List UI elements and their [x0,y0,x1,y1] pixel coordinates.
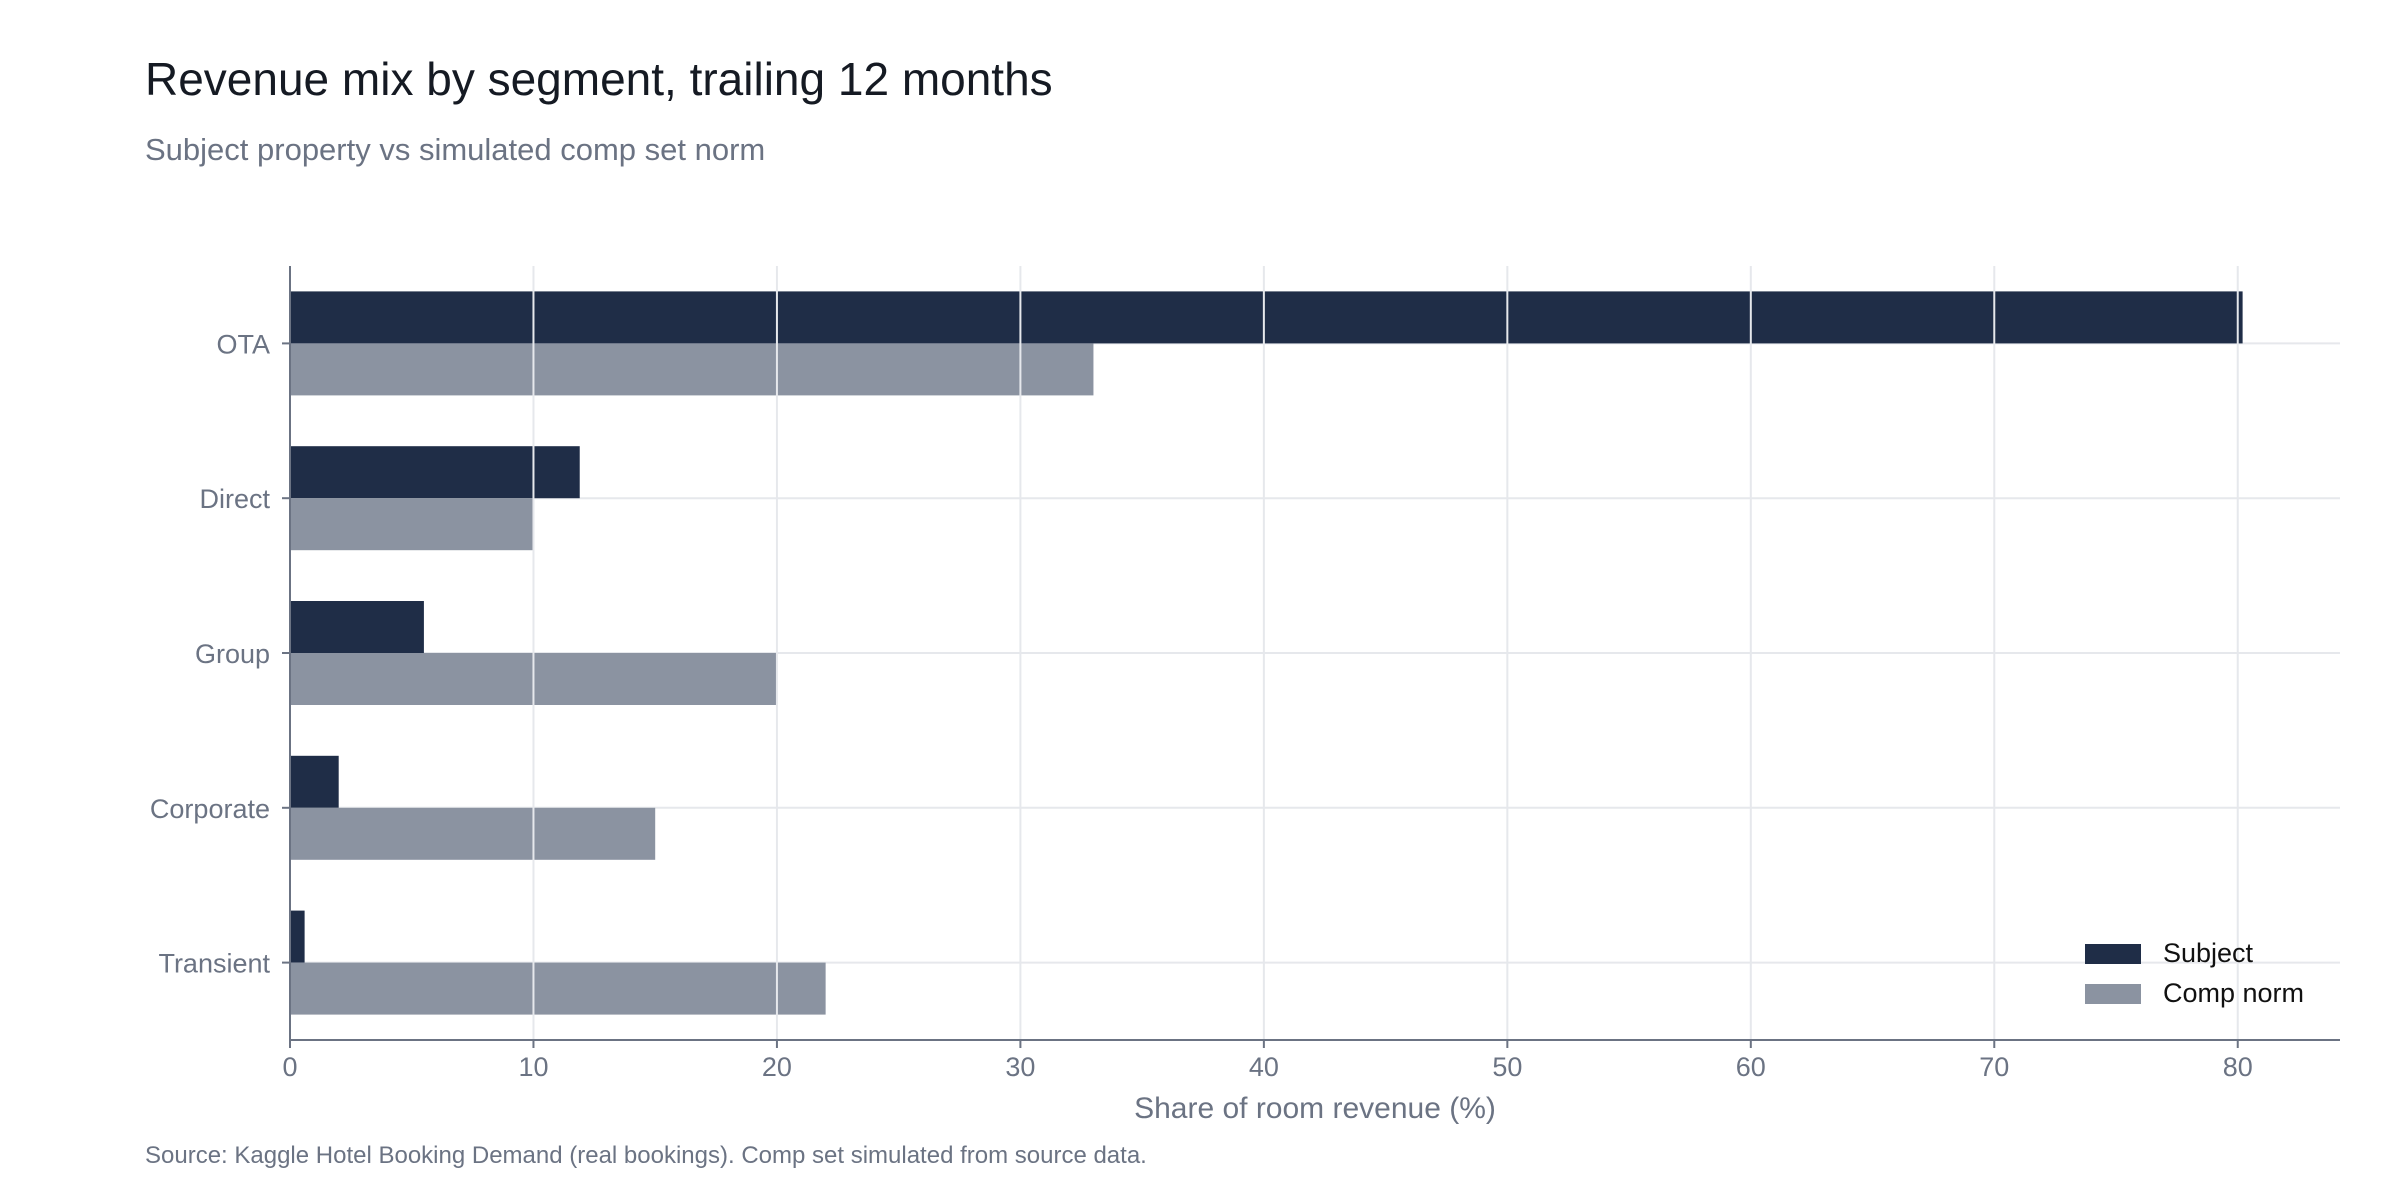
y-tick-label: Transient [158,949,270,979]
legend-swatch-subject [2085,944,2141,964]
bar-comp-norm-direct [290,498,534,551]
y-tick-labels: OTA Direct Group Corporate Transient [150,329,271,978]
bar-comp-norm-corporate [290,807,656,860]
chart-subtitle: Subject property vs simulated comp set n… [145,132,766,167]
source-note: Source: Kaggle Hotel Booking Demand (rea… [145,1142,1147,1169]
gridlines-overlay [532,266,2239,1040]
x-tick-label: 0 [282,1052,297,1082]
bar-comp-norm-ota [290,343,1094,396]
bar-comp-norm-transient [290,962,826,1015]
bars [290,291,2243,1015]
bar-subject-ota [290,291,2243,344]
x-tick-label: 80 [2223,1052,2253,1082]
x-tick-labels: 0 10 20 30 40 50 60 70 80 [282,1052,2252,1082]
legend: Subject Comp norm [2085,938,2304,1008]
x-tick-label: 60 [1736,1052,1766,1082]
bar-subject-direct [290,446,580,499]
x-tick-label: 40 [1249,1052,1279,1082]
x-tick-label: 50 [1492,1052,1522,1082]
legend-label-comp-norm: Comp norm [2163,978,2304,1008]
legend-swatch-comp-norm [2085,984,2141,1004]
x-tick-label: 10 [518,1052,548,1082]
bar-subject-corporate [290,755,339,808]
chart-title: Revenue mix by segment, trailing 12 mont… [145,53,1053,105]
bar-subject-transient [290,910,305,963]
axes [282,266,2340,1048]
y-tick-label: Corporate [150,794,270,824]
legend-label-subject: Subject [2163,938,2254,968]
bar-subject-group [290,601,424,653]
x-tick-label: 20 [762,1052,792,1082]
y-tick-label: Direct [199,484,270,514]
x-tick-label: 30 [1005,1052,1035,1082]
x-axis-label: Share of room revenue (%) [1134,1092,1496,1125]
y-tick-label: Group [195,639,270,669]
y-tick-label: OTA [217,329,271,359]
x-tick-label: 70 [1979,1052,2009,1082]
